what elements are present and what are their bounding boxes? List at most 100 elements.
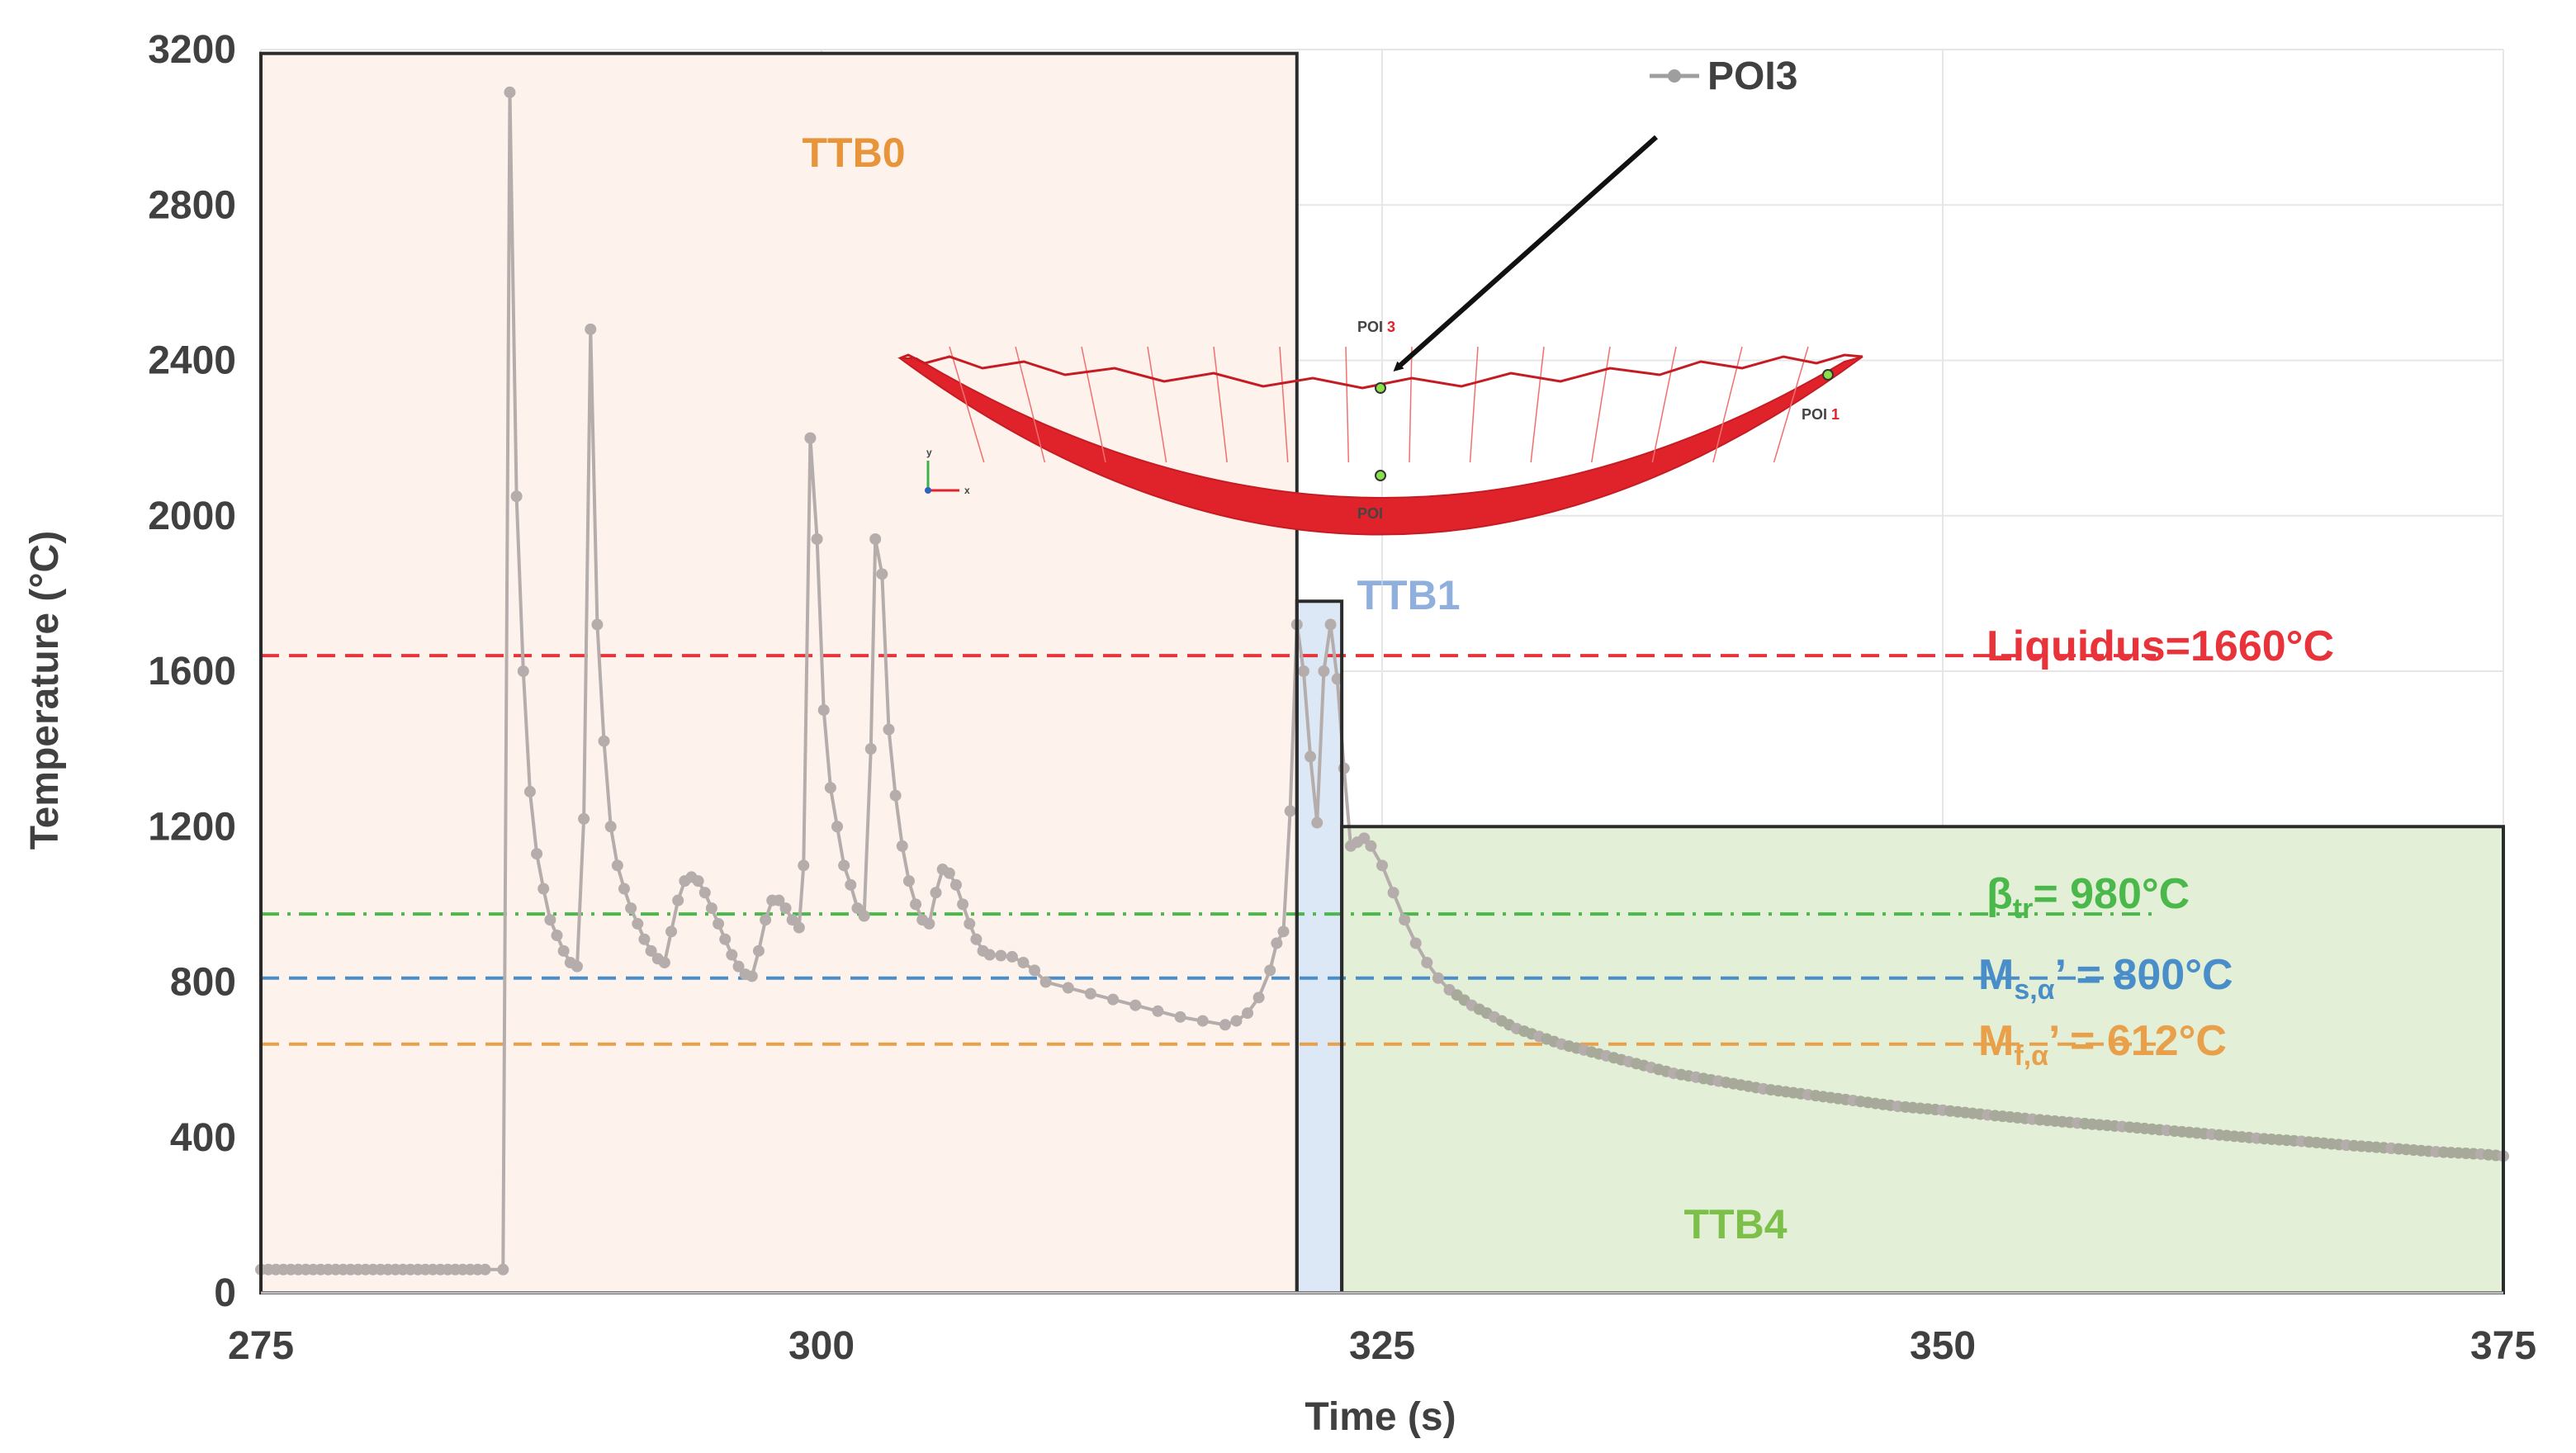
data-point	[713, 917, 725, 930]
data-point	[645, 944, 657, 957]
data-point	[1284, 805, 1296, 817]
ms-label: Ms,α’ = 800°C	[1978, 951, 2233, 1006]
data-point	[479, 1263, 491, 1276]
data-point	[746, 970, 758, 982]
data-point	[1318, 665, 1330, 677]
data-point	[719, 933, 732, 945]
region-ttb1-fill	[1296, 601, 1342, 1293]
data-point	[732, 960, 745, 973]
data-point	[1062, 982, 1074, 994]
triad-y-label: y	[926, 447, 932, 458]
y-tick-label: 2000	[148, 495, 236, 538]
region-label-ttb1: TTB1	[1357, 572, 1461, 618]
mesh-line	[1081, 346, 1106, 463]
data-point	[1174, 1010, 1186, 1023]
data-point	[1324, 618, 1337, 631]
data-point	[817, 704, 830, 717]
data-point	[1219, 1019, 1231, 1031]
mesh-line	[1409, 346, 1413, 463]
data-point	[930, 887, 942, 899]
data-point	[531, 848, 543, 860]
data-point	[804, 432, 817, 444]
data-point	[824, 782, 836, 794]
poi3-marker	[1375, 382, 1386, 394]
y-tick-label: 800	[170, 961, 236, 1005]
data-point	[1297, 665, 1309, 677]
y-axis-label: Temperature (°C)	[23, 531, 67, 850]
poi2-inset-label: POI 2	[1357, 505, 1395, 522]
beta-transus-label: βtr= 980°C	[1986, 870, 2190, 925]
poi1-marker	[1822, 369, 1834, 381]
data-point	[902, 875, 915, 887]
y-tick-label: 1200	[148, 805, 236, 849]
reference-lines	[261, 654, 2157, 1046]
x-axis-label: Time (s)	[1305, 1395, 1456, 1439]
data-point	[638, 933, 651, 945]
mesh-line	[1279, 346, 1289, 463]
ms-symbol: M	[1978, 951, 2014, 999]
data-point	[798, 859, 810, 872]
data-point	[883, 723, 895, 736]
data-point	[1129, 999, 1142, 1011]
data-point	[949, 878, 962, 891]
data-point	[1421, 956, 1433, 968]
y-tick-label: 2400	[148, 339, 236, 383]
poi1-inset-label: POI 1	[1802, 406, 1840, 423]
mf-value: ’ = 612°C	[2048, 1017, 2227, 1065]
data-point	[726, 949, 738, 961]
data-point	[665, 925, 678, 938]
data-point	[1084, 987, 1096, 1000]
legend-entry-poi3: POI3	[1707, 54, 1797, 98]
data-point	[523, 785, 536, 797]
y-tick-label: 0	[214, 1271, 236, 1315]
triad-origin-icon	[925, 487, 931, 494]
poi3-prefix: POI	[1357, 319, 1383, 335]
ms-subscript: s,α	[2014, 974, 2054, 1006]
data-point	[1152, 1005, 1164, 1017]
x-tick-label: 325	[1349, 1324, 1415, 1368]
mesh-line	[949, 346, 985, 463]
data-point	[611, 859, 623, 872]
poi1-prefix: POI	[1802, 406, 1827, 423]
mesh-line	[1015, 346, 1046, 463]
data-point	[497, 1263, 509, 1276]
data-point	[551, 930, 563, 942]
mesh-line	[1773, 346, 1809, 463]
data-point	[1277, 925, 1290, 938]
mesh-line	[1530, 346, 1545, 463]
mesh-line	[1591, 346, 1611, 463]
data-point	[544, 914, 556, 926]
y-tick-label: 2800	[148, 183, 236, 227]
region-ttb4-fill	[1342, 826, 2503, 1293]
data-point	[793, 921, 805, 934]
beta-subscript: tr	[2013, 893, 2034, 925]
data-point	[557, 944, 570, 957]
poi2-marker	[1375, 470, 1386, 481]
part-mesh	[897, 356, 1863, 536]
data-point	[983, 949, 996, 961]
data-point	[752, 944, 765, 957]
data-point	[1196, 1015, 1209, 1027]
data-point	[876, 568, 888, 580]
data-point	[698, 887, 711, 899]
data-point	[995, 949, 1007, 962]
data-point	[786, 914, 798, 926]
data-point	[632, 917, 644, 930]
x-tick-label: 350	[1910, 1324, 1976, 1368]
data-point	[1399, 914, 1411, 926]
poi2-number: 2	[1387, 505, 1395, 522]
data-point	[504, 86, 516, 98]
y-tick-label: 3200	[148, 28, 236, 72]
data-point	[923, 917, 935, 930]
region-label-ttb0: TTB0	[803, 130, 906, 176]
data-point	[964, 917, 976, 930]
mesh-line	[1651, 346, 1677, 463]
data-point	[578, 812, 590, 825]
data-point	[858, 910, 870, 922]
data-point	[658, 956, 670, 968]
regions	[261, 53, 2503, 1293]
data-point	[1252, 992, 1265, 1004]
poi2-prefix: POI	[1357, 505, 1383, 522]
mesh-lines	[949, 346, 1809, 463]
data-point	[604, 821, 617, 833]
